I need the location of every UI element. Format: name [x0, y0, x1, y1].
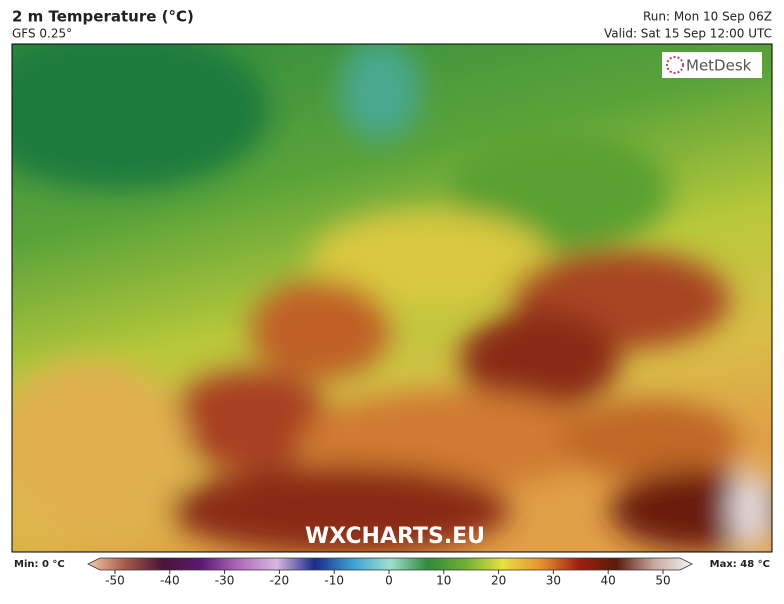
run-time: Run: Mon 10 Sep 06Z	[643, 10, 772, 24]
colorbar-tick-label: 0	[385, 574, 393, 588]
logo-box	[662, 52, 762, 78]
colorbar-tick-label: -50	[105, 574, 125, 588]
colorbar-tick-label: 30	[546, 574, 561, 588]
colorbar-tick-label: -20	[270, 574, 290, 588]
colorbar-tick-label: -40	[160, 574, 180, 588]
max-label: Max: 48 °C	[710, 559, 770, 570]
colorbar-tick-label: 50	[655, 574, 670, 588]
title: 2 m Temperature (°C)	[12, 8, 194, 26]
colorbar-tick-label: -30	[215, 574, 235, 588]
colorbar-tick-label: -10	[324, 574, 344, 588]
map-frame	[11, 43, 773, 553]
valid-time: Valid: Sat 15 Sep 12:00 UTC	[604, 27, 772, 41]
subtitle: GFS 0.25°	[12, 27, 72, 41]
colorbar-tick-label: 40	[601, 574, 616, 588]
map: MetDesk WXCHARTS.EU	[12, 44, 772, 552]
colorbar	[87, 557, 693, 571]
watermark: WXCHARTS.EU	[305, 524, 485, 549]
colorbar-tick-label: 20	[491, 574, 506, 588]
logo: MetDesk	[686, 57, 752, 75]
min-label: Min: 0 °C	[14, 559, 65, 570]
colorbar-tick-label: 10	[436, 574, 451, 588]
